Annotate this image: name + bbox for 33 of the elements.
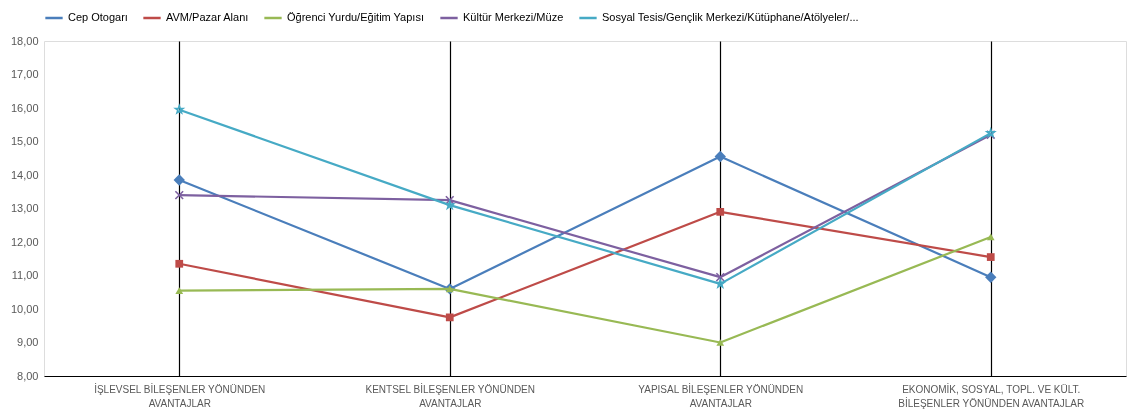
y-tick-label: 17,00 <box>10 68 39 80</box>
point <box>985 271 997 283</box>
point <box>714 150 726 163</box>
y-tick-label: 16,00 <box>10 101 39 114</box>
x-tick-label: KENTSEL BİLEŞENLER YÖNÜNDEN AVANTAJLAR <box>365 382 535 409</box>
point <box>445 313 454 322</box>
y-tick-label: 12,00 <box>10 235 39 248</box>
y-tick-label: 14,00 <box>10 168 39 181</box>
legend-label: Öğrenci Yurdu/Eğitim Yapısı <box>287 11 424 23</box>
point <box>445 195 455 205</box>
y-tick-label: 15,00 <box>10 135 39 147</box>
legend-label: Sosyal Tesis/Gençlik Merkezi/Kütüphane/Atölyeler/... <box>602 11 859 23</box>
point <box>716 207 725 216</box>
point <box>715 272 725 282</box>
x-tick-label: İŞLEVSEL BİLEŞENLER YÖNÜNDEN AVANTAJLAR <box>94 382 266 409</box>
y-tick-label: 18,00 <box>10 34 39 47</box>
y-tick-label: 10,00 <box>10 302 39 315</box>
point <box>175 287 184 294</box>
y-tick-label: 9,00 <box>17 336 39 348</box>
point <box>445 200 455 210</box>
point <box>173 174 185 186</box>
legend-label: Cep Otogarı <box>68 11 128 23</box>
point <box>716 339 725 346</box>
point <box>175 259 184 268</box>
y-tick-label: 13,00 <box>10 202 39 214</box>
x-tick-label: EKONOMİK, SOSYAL, TOPL. VE KÜLT. BİLEŞENLER YÖNÜNDEN AVANTAJLAR <box>898 382 1085 409</box>
legend-label: AVM/Pazar Alanı <box>166 11 249 23</box>
point <box>986 253 995 261</box>
legend-label: Kültür Merkezi/Müze <box>463 11 564 23</box>
y-tick-label: 8,00 <box>17 369 39 382</box>
x-tick-label: YAPISAL BİLEŞENLER YÖNÜNDEN AVANTAJLAR <box>638 382 804 409</box>
y-tick-label: 11,00 <box>11 269 39 281</box>
point <box>174 190 184 200</box>
